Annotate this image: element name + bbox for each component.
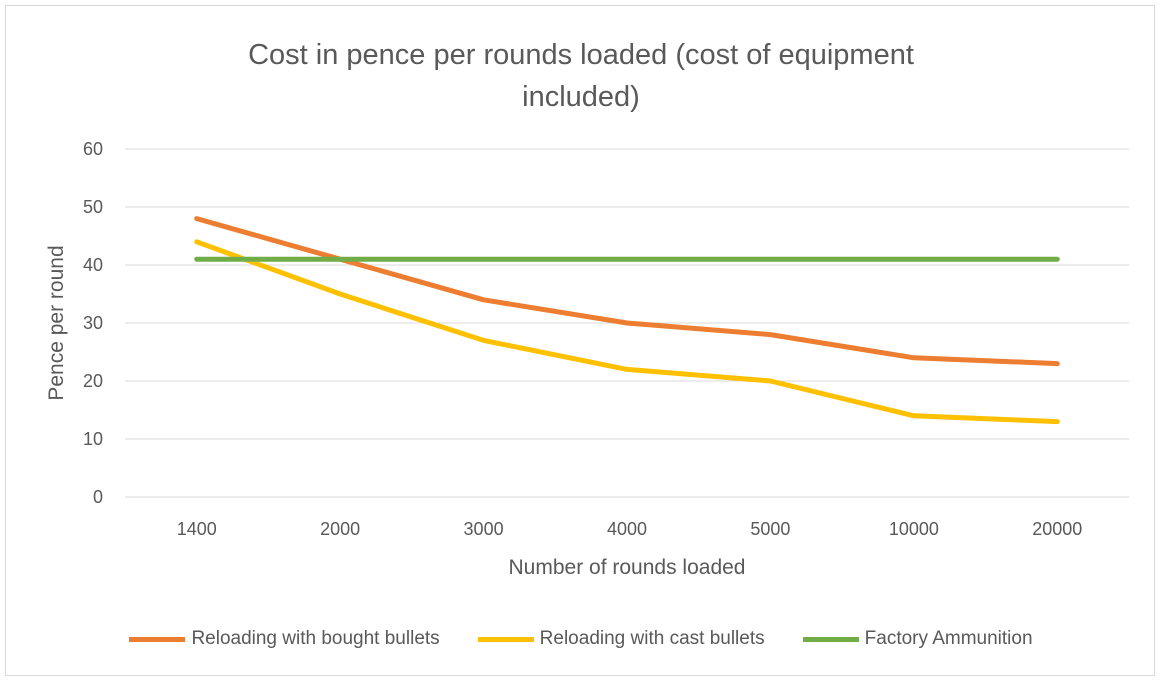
legend-label: Reloading with cast bullets — [539, 628, 765, 649]
legend-swatch — [129, 636, 186, 642]
legend-item: Reloading with cast bullets — [477, 628, 765, 650]
x-tick-labels: 1400 2000 3000 4000 5000 10000 20000 — [177, 519, 1083, 539]
y-tick-label: 60 — [83, 139, 103, 159]
x-axis-title: Number of rounds loaded — [509, 556, 746, 579]
legend-label: Factory Ammunition — [864, 628, 1033, 649]
legend-swatch — [477, 636, 534, 642]
x-tick-label: 4000 — [607, 519, 647, 539]
chart-title-line-2: included) — [522, 81, 640, 113]
legend-swatch — [802, 636, 859, 642]
legend-label: Reloading with bought bullets — [191, 628, 440, 649]
legend-item: Reloading with bought bullets — [129, 628, 440, 650]
series-line-2 — [194, 239, 1060, 425]
y-tick-label: 50 — [83, 197, 103, 217]
y-axis-title: Pence per round — [45, 245, 68, 400]
chart-title: Cost in pence per rounds loaded (cost of… — [0, 34, 1162, 118]
chart-frame — [5, 5, 1155, 676]
y-tick-label: 0 — [93, 487, 103, 507]
legend-item: Factory Ammunition — [802, 628, 1033, 650]
x-tick-label: 10000 — [889, 519, 939, 539]
x-tick-label: 20000 — [1032, 519, 1082, 539]
x-tick-label: 2000 — [320, 519, 360, 539]
chart-title-line-1: Cost in pence per rounds loaded (cost of… — [248, 39, 914, 71]
y-tick-labels: 0 10 20 30 40 50 60 — [83, 139, 103, 507]
y-tick-label: 10 — [83, 429, 103, 449]
chart-legend: Reloading with bought bullets Reloading w… — [0, 626, 1162, 652]
x-tick-label: 3000 — [464, 519, 504, 539]
y-tick-label: 40 — [83, 255, 103, 275]
y-tick-label: 20 — [83, 371, 103, 391]
y-tick-label: 30 — [83, 313, 103, 333]
x-tick-label: 5000 — [750, 519, 790, 539]
x-tick-label: 1400 — [177, 519, 217, 539]
series-lines — [194, 216, 1060, 425]
